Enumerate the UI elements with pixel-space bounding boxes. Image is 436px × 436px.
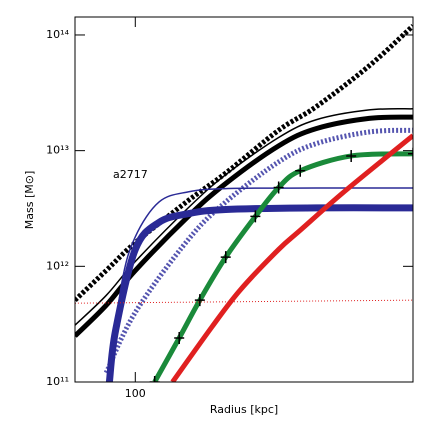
point-marker: [194, 294, 205, 307]
point-marker: [273, 181, 284, 194]
y-tick-label: 10¹²: [46, 259, 69, 272]
point-marker: [149, 376, 160, 382]
x-axis-label: Radius [kpc]: [210, 403, 278, 416]
point-marker: [346, 149, 357, 162]
plot-area: [75, 23, 413, 382]
y-tick-label: 10¹⁴: [46, 28, 69, 41]
y-tick-label: 10¹¹: [46, 375, 69, 388]
series-line: [75, 114, 413, 338]
series-line: [105, 204, 413, 382]
point-marker: [250, 210, 261, 223]
x-tick-label: 100: [125, 387, 146, 400]
y-axis-label: Mass [M⊙]: [23, 171, 36, 229]
point-marker: [220, 251, 231, 264]
y-tick-label: 10¹³: [46, 144, 69, 157]
series-line: [75, 299, 413, 304]
series-line: [170, 133, 413, 382]
plot-frame: [74, 16, 414, 383]
series-line: [108, 187, 413, 382]
point-marker: [408, 147, 413, 160]
point-marker: [174, 332, 185, 345]
annotation: a2717: [113, 168, 148, 181]
series-line: [75, 107, 413, 326]
series-line: [75, 23, 413, 302]
point-marker: [295, 164, 306, 177]
